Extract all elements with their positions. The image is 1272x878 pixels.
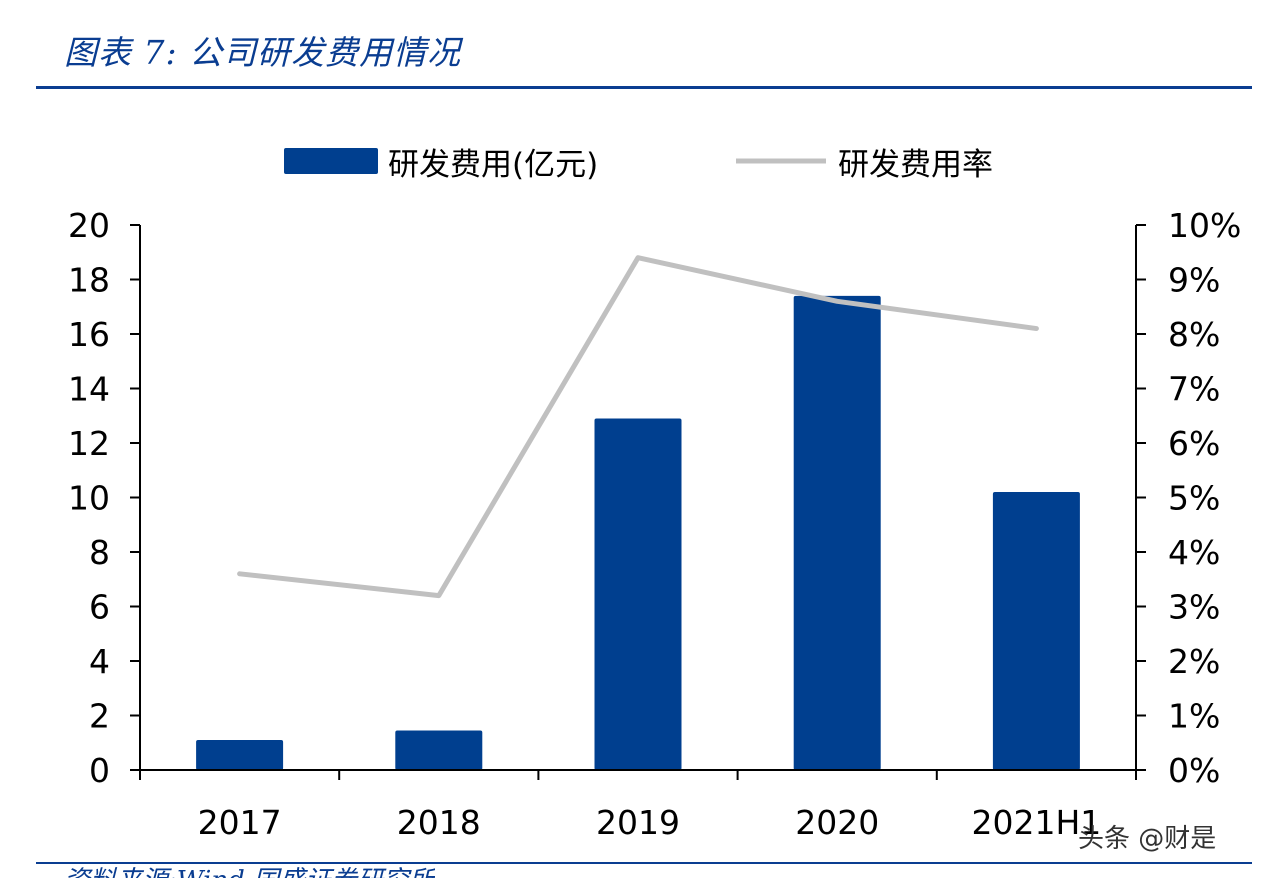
y-left-tick-label: 16: [68, 315, 110, 354]
x-tick-label: 2017: [198, 803, 282, 842]
bar-2021H1: [992, 492, 1080, 770]
x-tick-label: 2019: [596, 803, 680, 842]
y-right-tick-label: 3%: [1168, 588, 1220, 627]
bar-2018: [395, 730, 483, 770]
x-tick-label: 2021H1: [972, 803, 1102, 842]
chart-title: 图表 7: 公司研发费用情况: [64, 33, 462, 72]
x-tick-label: 2020: [795, 803, 879, 842]
y-right-tick-label: 2%: [1168, 642, 1220, 681]
y-left-tick-label: 6: [89, 588, 110, 627]
y-left-tick-label: 14: [68, 370, 110, 409]
watermark: 头条 @财是: [1078, 824, 1217, 854]
y-right-tick-label: 5%: [1168, 479, 1220, 518]
bar-2019: [594, 418, 682, 770]
y-left-tick-label: 18: [68, 261, 110, 300]
rate-point-2019: [637, 257, 639, 259]
y-left-tick-label: 8: [89, 533, 110, 572]
y-left-tick-label: 4: [89, 642, 110, 681]
legend-label-bar: 研发费用(亿元): [388, 147, 598, 183]
legend-label-line: 研发费用率: [838, 147, 993, 183]
axes: 0 2 4 6 8 10 12 14 16 18 20 0% 1% 2% 3% 4% 5% 6% 7% 8% 9% 10%…: [68, 206, 1241, 842]
bar-2017: [196, 740, 284, 770]
y-left-tick-label: 10: [68, 479, 110, 518]
y-right-tick-label: 1%: [1168, 697, 1220, 736]
legend: 研发费用(亿元) 研发费用率: [284, 147, 993, 183]
y-left-tick-label: 2: [89, 697, 110, 736]
y-right-tick-label: 0%: [1168, 751, 1220, 790]
source-note: 资料来源:Wind,国盛证券研究所: [64, 866, 435, 878]
y-left-tick-label: 12: [68, 424, 110, 463]
y-right-tick-label: 7%: [1168, 370, 1220, 409]
rate-point-2017: [239, 573, 241, 575]
title-rule: [36, 86, 1252, 89]
y-right-tick-label: 6%: [1168, 424, 1220, 463]
rate-point-2021H1: [1035, 328, 1037, 330]
y-right-tick-label: 9%: [1168, 261, 1220, 300]
line-series: [237, 255, 1039, 599]
footer-rule: [36, 862, 1252, 864]
legend-swatch-bar: [284, 148, 378, 174]
bar-series: [196, 295, 1080, 770]
y-left-tick-label: 20: [68, 206, 110, 245]
y-right-tick-label: 8%: [1168, 315, 1220, 354]
rate-point-2018: [438, 595, 440, 597]
y-right-tick-label: 4%: [1168, 533, 1220, 572]
x-tick-label: 2018: [397, 803, 481, 842]
rate-point-2020: [836, 300, 838, 302]
bar-2020: [793, 295, 881, 770]
y-right-tick-label: 10%: [1168, 206, 1241, 245]
y-left-tick-label: 0: [89, 751, 110, 790]
